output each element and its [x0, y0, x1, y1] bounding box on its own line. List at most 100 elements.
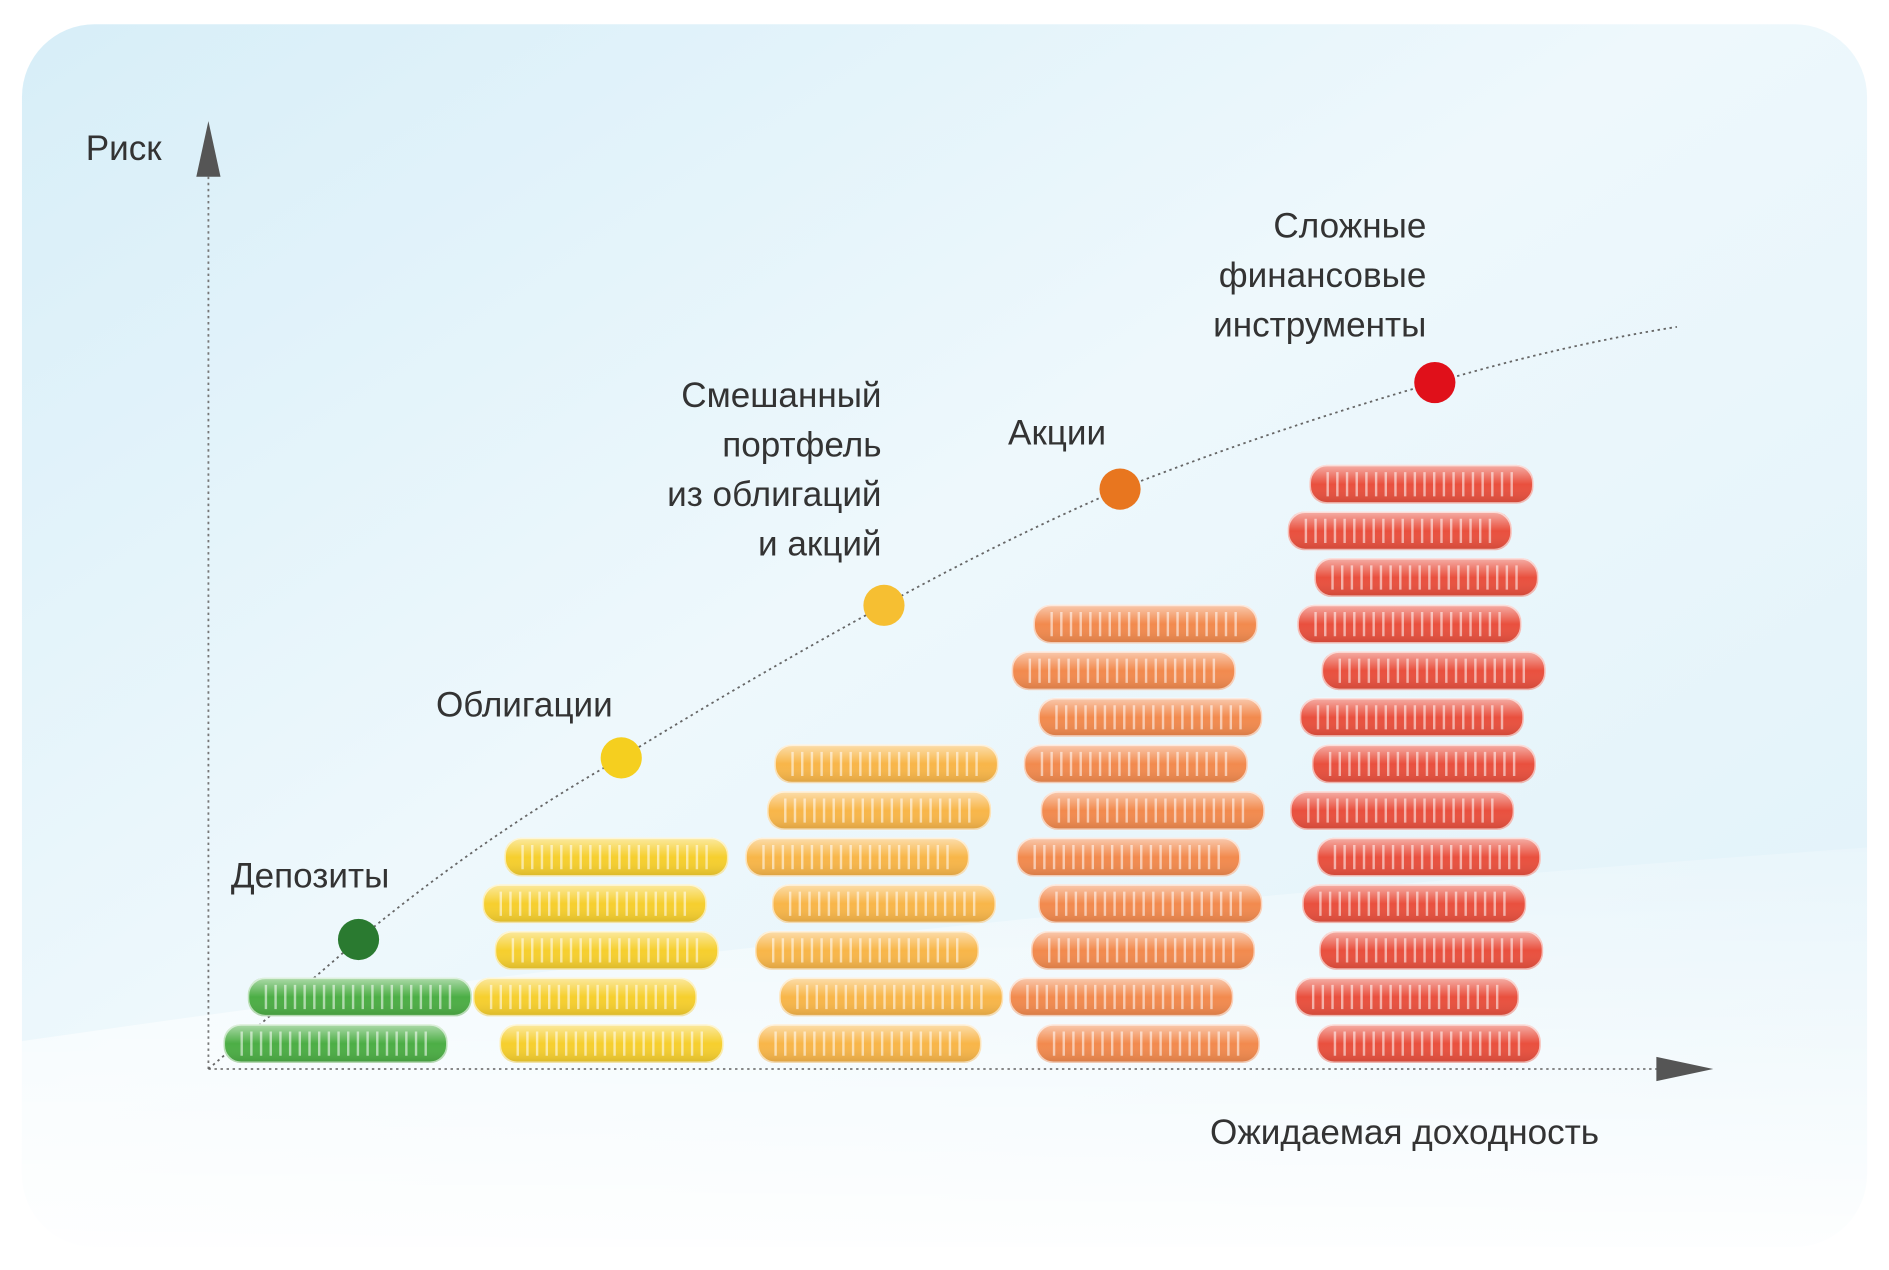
coin-shine	[1311, 744, 1536, 784]
coin-rim	[1038, 697, 1263, 737]
item-label: Акции	[1008, 413, 1106, 452]
coin	[1309, 464, 1534, 504]
coin-shine	[755, 931, 980, 970]
coin-rim	[247, 977, 473, 1017]
coin	[504, 837, 729, 877]
coin	[1299, 697, 1525, 737]
coin-rim	[482, 884, 707, 924]
coin	[482, 884, 707, 924]
coin-shine	[1302, 884, 1527, 924]
coin-rim	[745, 837, 970, 877]
coin-shine	[757, 1024, 982, 1063]
coin	[247, 977, 473, 1017]
coin-rim	[1038, 884, 1263, 924]
coin-shine	[1040, 791, 1265, 830]
coin	[757, 1023, 982, 1064]
coin-rim	[1314, 557, 1539, 598]
risk-dot	[337, 918, 380, 961]
coin	[1316, 1023, 1542, 1064]
coin-rim	[1023, 744, 1249, 784]
coin-shine	[767, 791, 992, 830]
coin	[499, 1023, 724, 1064]
x-axis-label: Ожидаемая доходность	[1210, 1113, 1599, 1152]
coin-rim	[472, 977, 698, 1017]
coin	[1011, 651, 1236, 691]
coin-shine	[1033, 604, 1258, 644]
coin	[1016, 837, 1241, 877]
item-label: Облигации	[436, 686, 613, 725]
coin-rim	[1299, 697, 1525, 737]
y-axis-arrow	[196, 121, 221, 177]
coin-rim	[1316, 1023, 1542, 1064]
coin-shine	[1009, 977, 1234, 1017]
coin-rim	[1287, 511, 1513, 551]
coin-rim	[754, 930, 980, 971]
coin-rim	[494, 930, 720, 971]
coin-shine	[745, 837, 970, 877]
coin-rim	[1035, 1023, 1261, 1064]
coin-shine	[1309, 464, 1534, 504]
coin-shine	[1023, 744, 1248, 784]
labels: Депозиты Облигации Смешанный портфель из обл…	[231, 206, 1456, 961]
coin	[1316, 837, 1542, 877]
coin-rim	[1289, 790, 1515, 831]
coin-shine	[1011, 651, 1236, 691]
coin-rim	[504, 837, 729, 877]
coin	[1033, 604, 1258, 644]
coin-shine	[494, 931, 719, 970]
coin-rim	[1011, 651, 1236, 691]
coin-rim	[1316, 837, 1542, 877]
coin-shine	[774, 744, 999, 784]
coin-shine	[1290, 791, 1515, 830]
coin	[1314, 557, 1539, 598]
coin-rim	[1033, 604, 1258, 644]
coin-shine	[771, 884, 996, 924]
coin	[1038, 697, 1263, 737]
coin-shine	[1038, 884, 1263, 924]
coin-rim	[223, 1023, 448, 1064]
coin	[1311, 744, 1537, 784]
coin-rim	[1008, 977, 1234, 1017]
coin	[472, 977, 698, 1017]
item-label: Сложные	[1273, 206, 1426, 245]
coin-stack	[1008, 604, 1266, 1064]
coin	[1040, 790, 1266, 831]
coin-rim	[766, 790, 992, 831]
coin	[1008, 977, 1234, 1017]
coin-rim	[778, 977, 1004, 1017]
coin-shine	[1319, 931, 1544, 970]
coin	[1294, 977, 1520, 1017]
coin-shine	[1297, 604, 1522, 644]
coin	[1035, 1023, 1261, 1064]
item-label: Депозиты	[231, 856, 389, 895]
coin-shine	[1016, 837, 1241, 877]
coin-shine	[779, 977, 1004, 1017]
coin-shine	[499, 1024, 724, 1063]
coin	[1318, 930, 1544, 971]
coin-rim	[1311, 744, 1537, 784]
coin	[771, 884, 997, 924]
coin	[1038, 884, 1263, 924]
coin-rim	[1301, 884, 1527, 924]
coin-shine	[1287, 511, 1512, 551]
coin-stack	[745, 744, 1004, 1064]
item-label: финансовые	[1219, 256, 1427, 295]
coin-shine	[1038, 697, 1263, 737]
coin-rim	[1040, 790, 1266, 831]
coin	[1289, 790, 1515, 831]
coin	[1023, 744, 1249, 784]
coin-rim	[499, 1023, 724, 1064]
item-label: и акций	[758, 525, 882, 564]
coin-shine	[1031, 931, 1256, 970]
item-label: Смешанный	[681, 376, 881, 415]
y-axis-label: Риск	[86, 129, 163, 168]
coin-rim	[771, 884, 997, 924]
coin	[766, 790, 992, 831]
x-axis-arrow	[1656, 1056, 1714, 1082]
coin-shine	[1316, 837, 1541, 877]
coin	[1030, 930, 1256, 971]
coin	[1287, 511, 1513, 551]
coin	[1321, 651, 1546, 691]
